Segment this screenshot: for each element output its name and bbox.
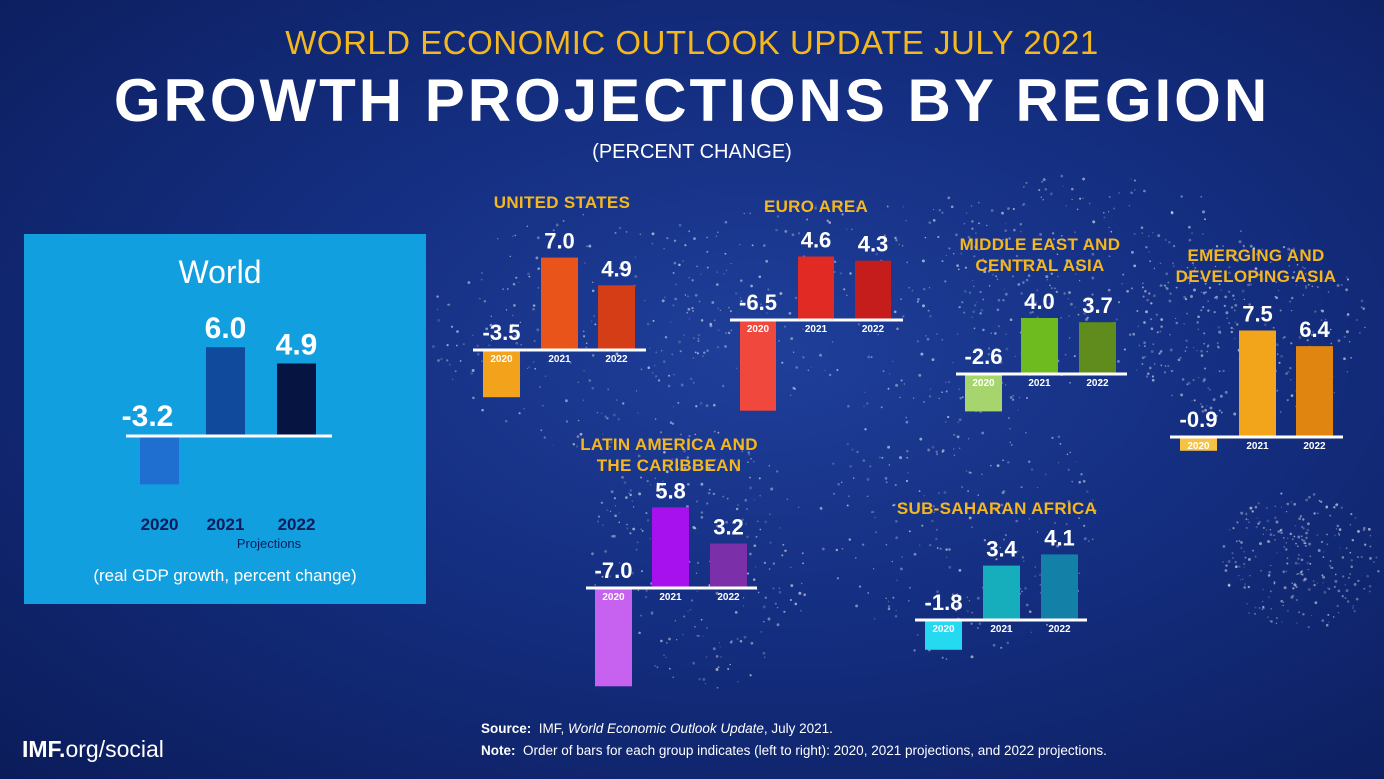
meca-value-label-2021: 4.0 [1024, 289, 1055, 314]
lac-value-label-2020: -7.0 [595, 558, 633, 583]
us-value-label-2020: -3.5 [483, 320, 521, 345]
title-sub-saharan-africa: SUB-SAHARAN AFRICA [896, 499, 1098, 518]
euro-bar-2020 [740, 321, 776, 411]
ssa-category-label-2021: 2021 [990, 624, 1013, 635]
meca-bar-2020 [965, 375, 1002, 412]
us-bar-2020 [483, 351, 520, 398]
lac-bar-2022 [710, 543, 747, 588]
eda-category-label-2021: 2021 [1246, 441, 1269, 452]
imf-logo[interactable]: IMF.org/social [22, 736, 164, 762]
lac-bar-2021 [652, 507, 689, 588]
meca-bar-2022 [1079, 322, 1116, 374]
world-bar-2022 [277, 363, 316, 436]
page-title: GROWTH PROJECTIONS BY REGION [113, 67, 1271, 134]
eda-value-label-2020: -0.9 [1180, 407, 1218, 432]
order-note: Note: Order of bars for each group indic… [481, 743, 1107, 758]
lac-category-label-2020: 2020 [602, 592, 625, 603]
ssa-value-label-2020: -1.8 [925, 590, 963, 615]
lac-value-label-2021: 5.8 [655, 478, 686, 503]
projections-label: Projections [236, 536, 302, 551]
ssa-bar-2021 [983, 565, 1020, 620]
meca-value-label-2022: 3.7 [1082, 293, 1113, 318]
title-emerging-developing-asia: EMERGING AND DEVELOPING ASIA [1175, 246, 1337, 286]
world-value-label-2020: -3.2 [122, 400, 174, 433]
meca-value-label-2020: -2.6 [965, 344, 1003, 369]
ssa-value-label-2021: 3.4 [986, 537, 1017, 562]
lac-value-label-2022: 3.2 [713, 515, 744, 540]
title-latin-america-caribbean: LATIN AMERICA AND THE CARIBBEAN [580, 435, 758, 475]
euro-category-label-2021: 2021 [805, 324, 828, 335]
ssa-category-label-2022: 2022 [1048, 624, 1071, 635]
meca-category-label-2021: 2021 [1028, 378, 1051, 389]
meca-category-label-2022: 2022 [1086, 378, 1109, 389]
us-value-label-2021: 7.0 [544, 229, 575, 254]
eda-category-label-2022: 2022 [1303, 441, 1326, 452]
meca-bar-2021 [1021, 318, 1058, 374]
world-category-label-2022: 2022 [278, 515, 316, 534]
us-category-label-2022: 2022 [605, 354, 628, 365]
ssa-bar-2022 [1041, 554, 1078, 620]
eda-value-label-2021: 7.5 [1242, 302, 1273, 327]
ssa-value-label-2022: 4.1 [1044, 525, 1075, 550]
lac-category-label-2021: 2021 [659, 592, 682, 603]
euro-value-label-2022: 4.3 [858, 232, 889, 257]
page-subtitle: (PERCENT CHANGE) [592, 141, 792, 163]
meca-category-label-2020: 2020 [972, 378, 995, 389]
title-united-states: UNITED STATES [493, 193, 631, 212]
us-value-label-2022: 4.9 [601, 256, 632, 281]
us-category-label-2020: 2020 [490, 354, 513, 365]
eda-value-label-2022: 6.4 [1299, 317, 1330, 342]
euro-category-label-2022: 2022 [862, 324, 885, 335]
ssa-bar-2020 [925, 621, 962, 650]
report-supertitle: WORLD ECONOMIC OUTLOOK UPDATE JULY 2021 [285, 24, 1099, 61]
ssa-category-label-2020: 2020 [932, 624, 955, 635]
us-category-label-2021: 2021 [548, 354, 571, 365]
world-panel-title: World [178, 254, 262, 290]
euro-category-label-2020: 2020 [747, 324, 770, 335]
eda-bar-2020 [1180, 438, 1217, 451]
world-value-label-2021: 6.0 [205, 312, 247, 345]
world-category-label-2020: 2020 [141, 515, 179, 534]
source-note: Source: IMF, World Economic Outlook Upda… [481, 721, 833, 736]
title-middle-east-central-asia: MIDDLE EAST AND CENTRAL ASIA [959, 235, 1121, 275]
world-bar-2020 [140, 437, 179, 485]
euro-bar-2021 [798, 256, 834, 320]
world-panel-caption: (real GDP growth, percent change) [93, 566, 357, 585]
us-bar-2021 [541, 257, 578, 350]
title-euro-area: EURO AREA [763, 197, 869, 216]
euro-value-label-2021: 4.6 [801, 228, 832, 253]
world-value-label-2022: 4.9 [276, 328, 318, 361]
eda-bar-2022 [1296, 346, 1333, 437]
lac-bar-2020 [595, 589, 632, 687]
eda-bar-2021 [1239, 330, 1276, 437]
euro-value-label-2020: -6.5 [739, 290, 777, 315]
world-bar-2021 [206, 347, 245, 436]
euro-bar-2022 [855, 260, 891, 320]
eda-category-label-2020: 2020 [1187, 441, 1210, 452]
lac-category-label-2022: 2022 [717, 592, 740, 603]
world-category-label-2021: 2021 [207, 515, 245, 534]
us-bar-2022 [598, 285, 635, 350]
